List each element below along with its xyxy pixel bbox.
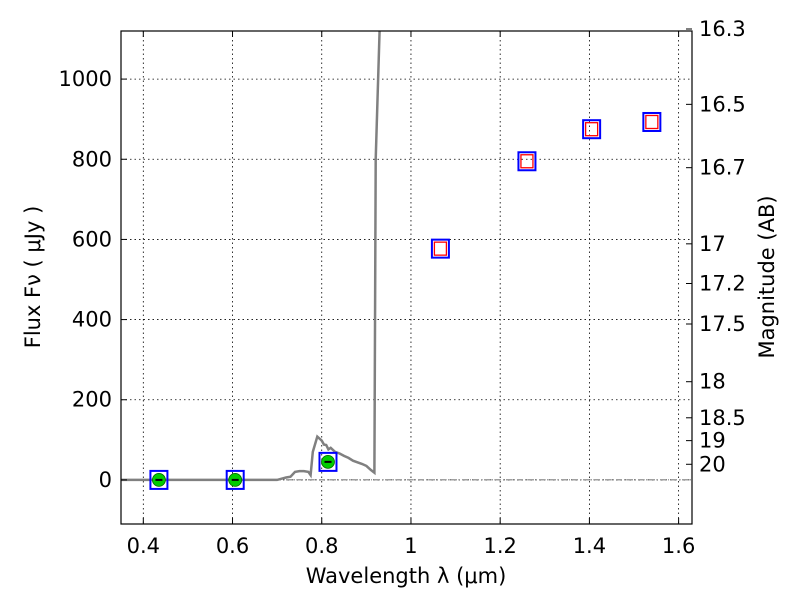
grid (121, 31, 692, 524)
magnitude-tick-label: 17.5 (699, 312, 746, 336)
x-tick-label: 0.4 (127, 534, 160, 558)
x-tick-label: 1.6 (662, 534, 695, 558)
magnitude-tick-label: 16.3 (699, 17, 746, 41)
plot-frame (120, 30, 693, 525)
magnitude-tick-label: 16.5 (699, 92, 746, 116)
y-tick-labels: 0 200 400 600 800 1000 (59, 67, 112, 492)
y-tick-label: 1000 (59, 67, 112, 91)
x-tick-label: 1.2 (483, 534, 516, 558)
x-tick-label: 0.6 (216, 534, 249, 558)
y-tick-label: 800 (72, 147, 112, 171)
magnitude-tick-label: 19 (699, 429, 726, 453)
y-tick-label: 600 (72, 227, 112, 251)
y-axis-label: Flux Fν ( μJy ) (21, 206, 45, 349)
magnitude-axis-label: Magnitude (AB) (755, 195, 779, 358)
magnitude-tick-label: 20 (699, 452, 726, 476)
observed-photometry-point (582, 119, 602, 140)
magnitude-tick-label: 18 (699, 370, 726, 394)
x-tick-label: 1 (404, 534, 417, 558)
model-photometry-point (433, 241, 448, 256)
model-spectrum-line (121, 31, 381, 482)
observed-photometry-point (225, 469, 245, 490)
model-spectrum (121, 31, 381, 482)
x-tick-label: 0.8 (305, 534, 338, 558)
x-tick-label: 1.4 (573, 534, 606, 558)
markers (149, 111, 662, 490)
y-tick-label: 0 (99, 468, 112, 492)
magnitude-tick-label: 17.2 (699, 272, 746, 296)
magnitude-tick-label: 16.7 (699, 156, 746, 180)
ticks (121, 28, 692, 524)
y-tick-label: 400 (72, 308, 112, 332)
model-photometry-point (645, 114, 659, 130)
model-photometry-point (584, 122, 599, 137)
observed-photometry-point (149, 469, 169, 490)
observed-photometry-point (517, 151, 537, 172)
model-photometry-point (520, 154, 534, 169)
magnitude-tick-label: 17 (699, 232, 726, 256)
x-axis-label: Wavelength λ (μm) (306, 564, 507, 588)
observed-photometry-point (642, 111, 662, 132)
y-tick-label: 200 (72, 388, 112, 412)
observed-photometry-point (318, 451, 338, 472)
x-tick-labels: 0.4 0.6 0.8 1 1.2 1.4 1.6 (127, 534, 696, 558)
observed-photometry-point (430, 238, 450, 259)
magnitude-tick-label: 18.5 (699, 406, 746, 430)
